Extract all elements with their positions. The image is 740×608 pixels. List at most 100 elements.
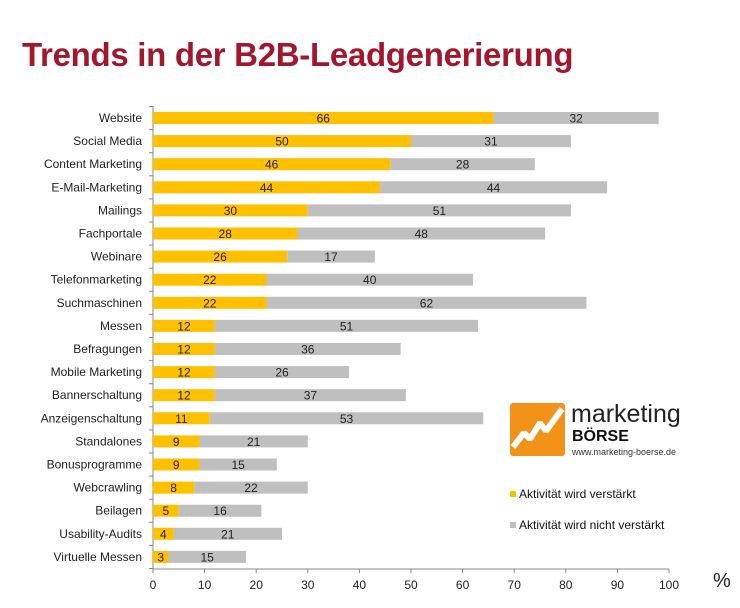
data-label: 30 bbox=[224, 204, 238, 218]
data-label: 53 bbox=[340, 412, 354, 426]
x-tick-label: 40 bbox=[353, 578, 367, 592]
category-label: Mailings bbox=[98, 203, 142, 217]
category-label: Webcrawling bbox=[74, 481, 142, 495]
data-label: 12 bbox=[177, 343, 191, 357]
bar-verstaerkt bbox=[153, 227, 298, 240]
x-tick-label: 100 bbox=[659, 578, 679, 592]
bar-verstaerkt bbox=[153, 366, 215, 379]
data-label: 12 bbox=[177, 389, 191, 403]
data-label: 62 bbox=[420, 296, 434, 310]
category-label: Bonusprogramme bbox=[47, 458, 143, 472]
bar-verstaerkt bbox=[153, 296, 267, 309]
category-label: Usability-Audits bbox=[59, 527, 142, 541]
bar-nicht-verstaerkt bbox=[266, 296, 587, 309]
x-tick-label: 60 bbox=[456, 578, 470, 592]
category-label: Messen bbox=[100, 319, 142, 333]
legend-item-verstaerkt: Aktivität wird verstärkt bbox=[510, 487, 636, 501]
data-label: 46 bbox=[265, 158, 279, 172]
bar-nicht-verstaerkt bbox=[214, 389, 406, 402]
bar-verstaerkt bbox=[153, 319, 215, 332]
bar-nicht-verstaerkt bbox=[390, 158, 535, 171]
x-axis-unit: % bbox=[713, 570, 731, 592]
category-label: Social Media bbox=[73, 134, 142, 148]
category-label: Beilagen bbox=[95, 504, 142, 518]
data-label: 66 bbox=[317, 112, 331, 126]
data-label: 37 bbox=[304, 389, 318, 403]
data-label: 8 bbox=[170, 481, 177, 495]
category-label: Telefonmarketing bbox=[51, 273, 142, 287]
bar-nicht-verstaerkt bbox=[411, 135, 571, 148]
data-label: 22 bbox=[244, 481, 258, 495]
data-label: 12 bbox=[177, 366, 191, 380]
bar-verstaerkt bbox=[153, 504, 179, 517]
marketing-boerse-logo: marketing BÖRSE www.marketing-boerse.de bbox=[510, 400, 685, 463]
logo-text-boerse: BÖRSE bbox=[572, 428, 629, 445]
bar-nicht-verstaerkt bbox=[199, 458, 277, 471]
data-label: 15 bbox=[231, 458, 245, 472]
bar-verstaerkt bbox=[153, 481, 195, 494]
bar-verstaerkt bbox=[153, 412, 210, 425]
bar-nicht-verstaerkt bbox=[266, 273, 473, 286]
data-label: 9 bbox=[173, 458, 180, 472]
x-tick-label: 80 bbox=[559, 578, 573, 592]
data-label: 11 bbox=[175, 412, 188, 426]
x-tick-label: 50 bbox=[404, 578, 418, 592]
category-label: Standalones bbox=[75, 434, 142, 448]
legend-label: Aktivität wird nicht verstärkt bbox=[519, 518, 665, 532]
bar-verstaerkt bbox=[153, 550, 169, 563]
bar-nicht-verstaerkt bbox=[173, 527, 282, 540]
logo-chart-icon bbox=[510, 403, 565, 456]
data-label: 44 bbox=[487, 181, 501, 195]
data-label: 3 bbox=[157, 550, 164, 564]
category-label: Website bbox=[99, 111, 142, 125]
data-label: 26 bbox=[275, 366, 289, 380]
bar-verstaerkt bbox=[153, 181, 381, 194]
category-label: E-Mail-Marketing bbox=[51, 180, 142, 194]
data-label: 36 bbox=[301, 343, 315, 357]
category-label: Anzeigenschaltung bbox=[41, 411, 142, 425]
bar-nicht-verstaerkt bbox=[178, 504, 262, 517]
bar-verstaerkt bbox=[153, 343, 215, 355]
bar-nicht-verstaerkt bbox=[214, 343, 401, 355]
data-label: 21 bbox=[247, 435, 261, 449]
data-label: 15 bbox=[201, 550, 215, 564]
logo-url: www.marketing-boerse.de bbox=[572, 447, 677, 457]
category-label: Suchmaschinen bbox=[57, 296, 142, 310]
bar-verstaerkt bbox=[153, 435, 200, 448]
category-label: Bannerschaltung bbox=[52, 388, 142, 402]
bar-nicht-verstaerkt bbox=[214, 319, 479, 332]
logo-text-marketing: marketing bbox=[571, 400, 681, 428]
bar-verstaerkt bbox=[153, 527, 174, 540]
data-label: 4 bbox=[160, 527, 167, 541]
category-label: Befragungen bbox=[73, 342, 142, 356]
category-label: Mobile Marketing bbox=[51, 365, 142, 379]
category-label: Webinare bbox=[91, 250, 142, 264]
bar-nicht-verstaerkt bbox=[194, 481, 308, 494]
data-label: 48 bbox=[415, 227, 429, 241]
bar-nicht-verstaerkt bbox=[168, 550, 246, 563]
x-tick-label: 90 bbox=[611, 578, 625, 592]
data-label: 5 bbox=[163, 504, 170, 518]
x-tick-label: 30 bbox=[301, 578, 315, 592]
data-label: 26 bbox=[213, 250, 227, 264]
bar-nicht-verstaerkt bbox=[214, 366, 350, 379]
data-label: 28 bbox=[219, 227, 233, 241]
legend-item-nicht-verstaerkt: Aktivität wird nicht verstärkt bbox=[510, 518, 664, 532]
bar-verstaerkt bbox=[153, 135, 411, 148]
data-label: 22 bbox=[203, 296, 217, 310]
x-tick-label: 0 bbox=[150, 578, 157, 592]
data-label: 21 bbox=[221, 527, 235, 541]
bar-nicht-verstaerkt bbox=[307, 204, 571, 217]
data-label: 9 bbox=[173, 435, 180, 449]
x-tick-label: 10 bbox=[198, 578, 212, 592]
legend-swatch-gray bbox=[510, 522, 516, 528]
data-label: 22 bbox=[203, 273, 217, 287]
bar-verstaerkt bbox=[153, 204, 308, 217]
bar-nicht-verstaerkt bbox=[199, 435, 308, 448]
category-label: Fachportale bbox=[79, 227, 143, 241]
data-label: 12 bbox=[177, 319, 191, 333]
bar-nicht-verstaerkt bbox=[297, 227, 546, 240]
data-label: 51 bbox=[433, 204, 447, 218]
data-label: 32 bbox=[569, 112, 583, 126]
